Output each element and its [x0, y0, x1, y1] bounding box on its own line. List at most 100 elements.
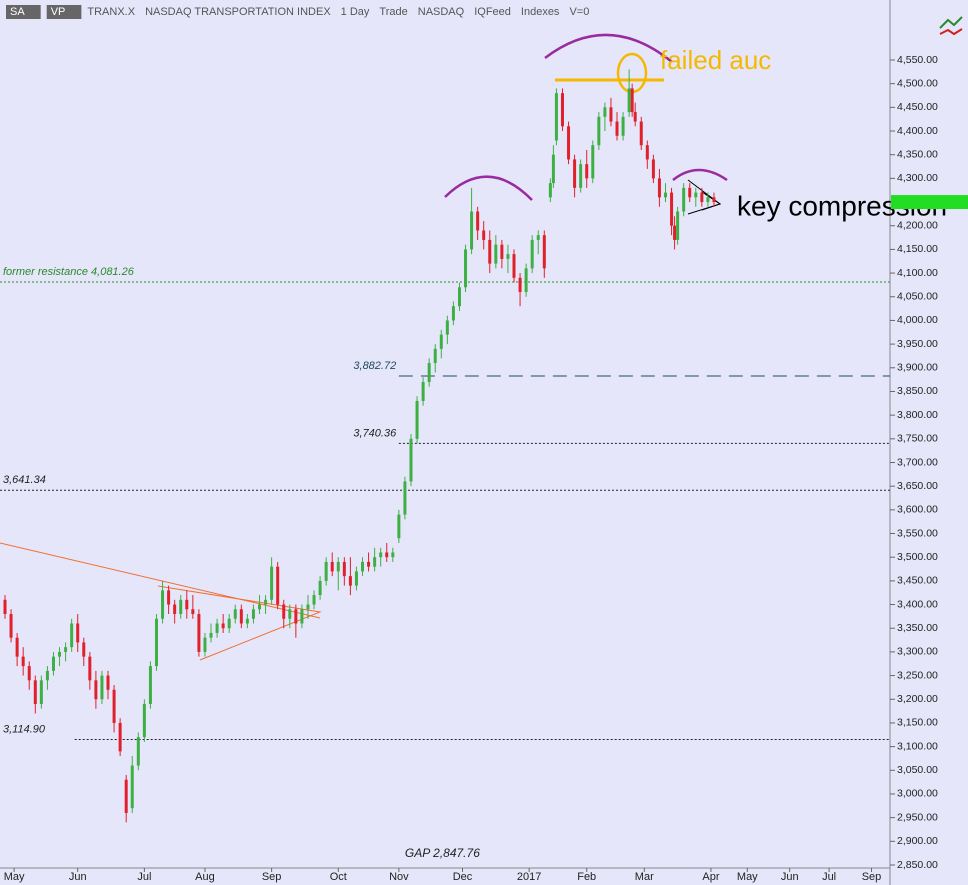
- candle-body: [470, 211, 474, 250]
- candle-body: [482, 230, 486, 240]
- candle-body: [185, 599, 189, 610]
- candle-body: [215, 623, 219, 633]
- y-tick-label: 3,350.00: [897, 622, 938, 634]
- candle-body: [700, 192, 704, 203]
- candle-body: [445, 320, 449, 335]
- candle-body: [506, 254, 510, 259]
- y-tick-label: 3,800.00: [897, 409, 938, 421]
- y-tick-label: 3,450.00: [897, 575, 938, 587]
- candle-body: [645, 145, 649, 160]
- x-tick-label: Jul: [822, 871, 836, 883]
- candle-body: [688, 187, 692, 198]
- gap-label: GAP 2,847.76: [405, 846, 480, 860]
- candle-body: [657, 178, 661, 198]
- x-tick-label: Sep: [862, 871, 882, 883]
- candle-body: [391, 552, 395, 558]
- y-tick-label: 3,050.00: [897, 764, 938, 776]
- y-tick-label: 3,950.00: [897, 338, 938, 350]
- candle-body: [33, 680, 37, 704]
- candle-body: [70, 623, 74, 648]
- toolbar-box: [46, 5, 82, 19]
- y-tick-label: 3,250.00: [897, 669, 938, 681]
- x-tick-label: Oct: [330, 871, 347, 883]
- candle-body: [294, 609, 298, 624]
- candle-body: [354, 571, 358, 586]
- candle-body: [536, 235, 540, 240]
- candle-body: [15, 637, 19, 657]
- candle-body: [94, 680, 98, 700]
- y-tick-label: 4,500.00: [897, 77, 938, 89]
- x-tick-label: Jun: [781, 871, 799, 883]
- candle-body: [464, 249, 468, 288]
- candle-body: [633, 112, 637, 122]
- y-tick-label: 3,300.00: [897, 646, 938, 658]
- candle-body: [64, 647, 68, 652]
- icon[interactable]: [939, 16, 963, 29]
- y-tick-label: 3,150.00: [897, 717, 938, 729]
- candle-body: [694, 192, 698, 198]
- y-tick-label: 3,200.00: [897, 693, 938, 705]
- candle-body: [203, 637, 207, 652]
- y-tick-label: 4,200.00: [897, 220, 938, 232]
- arc: [444, 175, 533, 201]
- candle-body: [288, 609, 292, 619]
- x-tick-label: Jul: [137, 871, 151, 883]
- y-tick-label: 3,400.00: [897, 598, 938, 610]
- level-label: 3,882.72: [353, 360, 396, 372]
- candle-body: [403, 481, 407, 515]
- candle-body: [379, 552, 383, 558]
- candle-body: [342, 561, 346, 577]
- x-tick-label: Nov: [389, 871, 409, 883]
- y-tick-label: 3,700.00: [897, 456, 938, 468]
- candle-body: [603, 107, 607, 117]
- icon[interactable]: [939, 28, 963, 36]
- y-tick-label: 2,950.00: [897, 811, 938, 823]
- candle-body: [397, 514, 401, 539]
- candle-body: [421, 381, 425, 401]
- candle-body: [191, 609, 195, 615]
- y-tick-label: 4,000.00: [897, 314, 938, 326]
- candle-body: [542, 235, 546, 269]
- arc: [672, 168, 728, 182]
- candle-body: [476, 211, 480, 231]
- candle-body: [597, 116, 601, 146]
- candle-body: [609, 107, 613, 122]
- candle-body: [21, 656, 25, 667]
- y-tick-label: 3,900.00: [897, 362, 938, 374]
- y-tick-label: 4,450.00: [897, 101, 938, 113]
- level-label: 3,740.36: [353, 427, 397, 439]
- candle-body: [567, 126, 571, 160]
- candle-body: [670, 192, 674, 226]
- candle-body: [58, 651, 62, 657]
- candle-body: [524, 268, 528, 293]
- candle-body: [221, 623, 225, 629]
- candle-body: [51, 656, 55, 671]
- candle-body: [373, 557, 377, 567]
- candle-body: [673, 225, 677, 240]
- toolbar-item: IQFeed: [474, 6, 511, 18]
- candle-body: [270, 566, 274, 600]
- candle-body: [439, 334, 443, 349]
- arc: [544, 33, 673, 63]
- candle-body: [385, 552, 389, 558]
- level-label: 3,114.90: [3, 723, 46, 735]
- candle-body: [161, 590, 165, 619]
- y-tick-label: 4,100.00: [897, 267, 938, 279]
- candle-body: [100, 675, 104, 700]
- y-tick-label: 3,550.00: [897, 527, 938, 539]
- toolbar-item: Indexes: [521, 6, 560, 18]
- candle-body: [554, 93, 558, 141]
- y-tick-label: 2,850.00: [897, 859, 938, 871]
- candle-body: [348, 576, 352, 586]
- candle-body: [488, 239, 492, 264]
- y-tick-label: 3,650.00: [897, 480, 938, 492]
- x-tick-label: Jun: [69, 871, 87, 883]
- candle-body: [258, 604, 262, 610]
- candle-body: [312, 595, 316, 605]
- y-tick-label: 3,500.00: [897, 551, 938, 563]
- x-tick-label: May: [737, 871, 758, 883]
- candle-body: [415, 400, 419, 439]
- candle-body: [27, 666, 31, 681]
- trendline: [0, 542, 321, 619]
